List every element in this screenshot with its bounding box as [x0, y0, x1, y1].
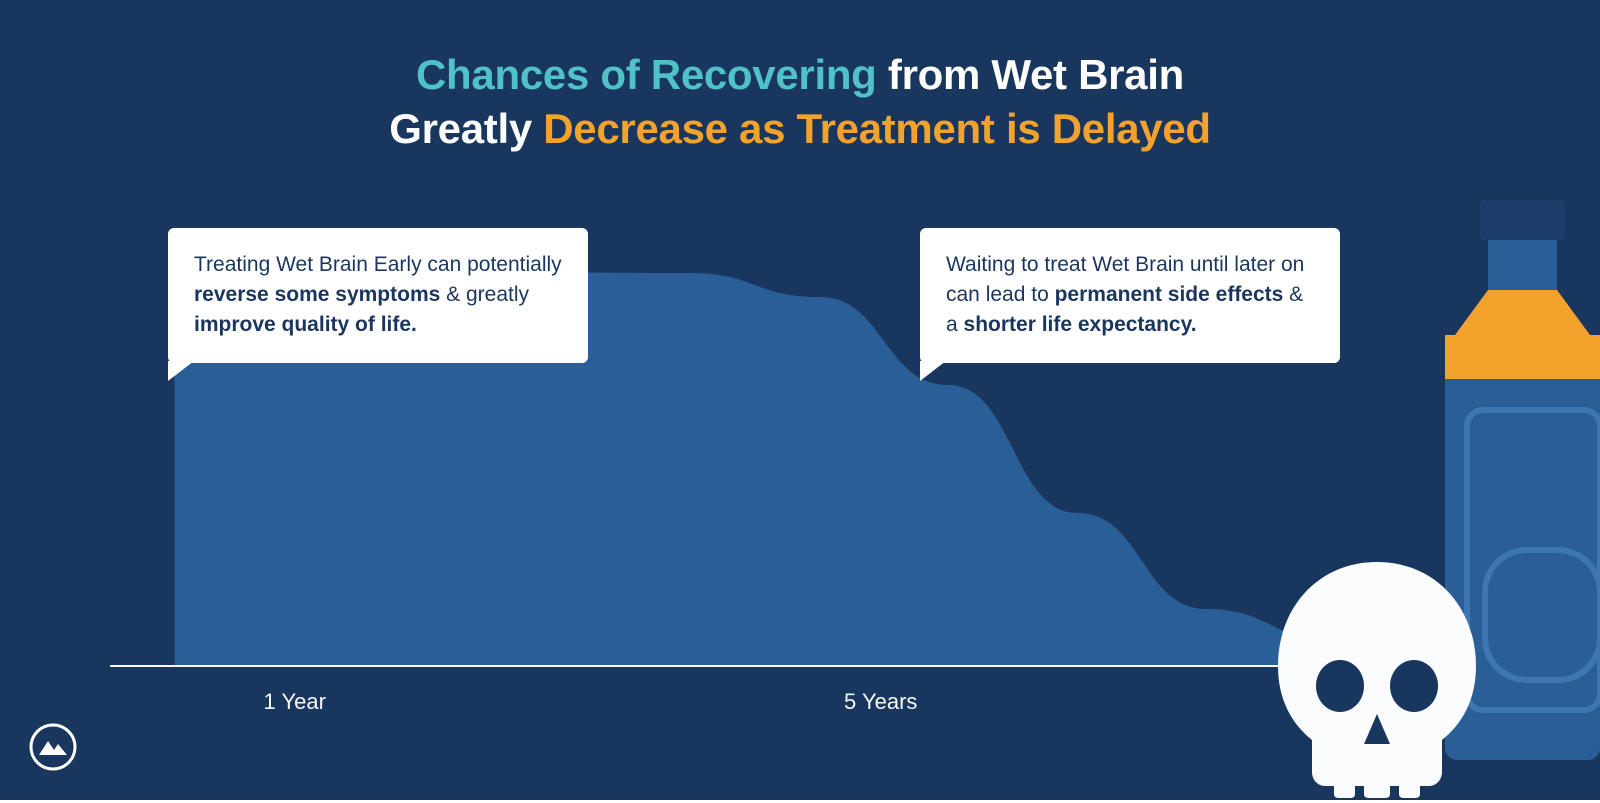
callout-late: Waiting to treat Wet Brain until later o…: [920, 228, 1340, 363]
skull-icon: [1272, 558, 1482, 798]
axis-label: 1 Year: [264, 689, 326, 715]
callout-early: Treating Wet Brain Early can potentially…: [168, 228, 588, 363]
brand-logo-icon: [28, 722, 78, 772]
axis-label: 5 Years: [844, 689, 917, 715]
chart-axis: [110, 665, 1400, 667]
headline: Chances of Recovering from Wet BrainGrea…: [0, 48, 1600, 156]
